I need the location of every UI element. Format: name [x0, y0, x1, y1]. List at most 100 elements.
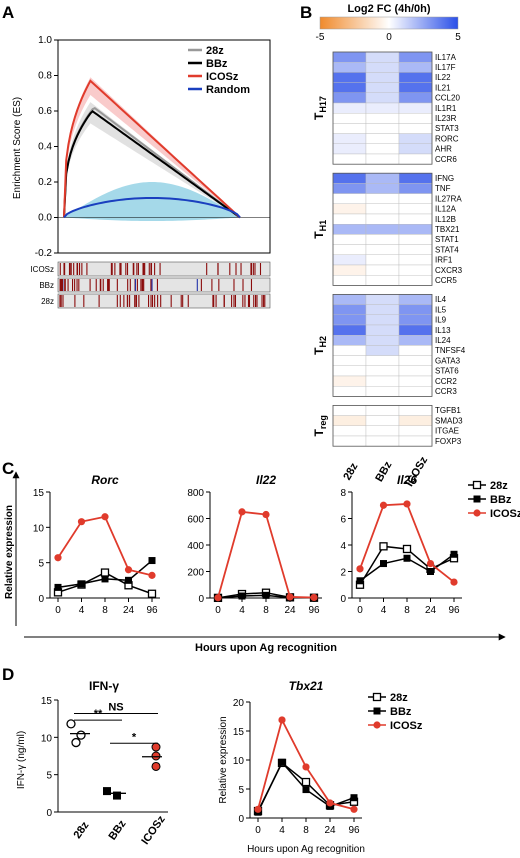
ytick-label: 5	[38, 559, 44, 570]
legend-marker-icosz	[373, 721, 381, 729]
heatmap-cell	[365, 375, 400, 387]
significance-label: **	[94, 708, 103, 720]
barcode-track	[57, 261, 271, 277]
gsea-ylabel: Enrichment Score (ES)	[12, 97, 23, 199]
point-icosz	[124, 566, 133, 574]
gene-label: TBX21	[435, 225, 460, 234]
gene-label: STAT1	[435, 235, 459, 244]
heatmap-cell	[332, 386, 367, 397]
ytick-label: 20	[233, 698, 245, 709]
heatmap-cell	[398, 425, 433, 437]
heatmap-cell	[398, 133, 433, 145]
heatmap-cell	[365, 345, 400, 356]
heatmap-cell	[332, 254, 367, 266]
point-28z	[402, 544, 412, 554]
tbx21-title: Tbx21	[289, 679, 324, 693]
gene-label: RORC	[435, 134, 459, 143]
gene-label: CCR6	[435, 155, 457, 164]
gsea-curve-bbz	[63, 110, 241, 219]
random-band	[64, 182, 240, 222]
ytick-label: 10	[33, 523, 45, 534]
barcode-label: BBz	[39, 281, 54, 290]
legend-marker-bbz	[373, 707, 381, 715]
point-icosz	[262, 510, 270, 519]
point-bbz	[113, 791, 121, 800]
heatmap-cell	[332, 335, 367, 346]
heatmap-cell	[398, 193, 433, 205]
heatmap-cell	[332, 435, 367, 447]
gene-label: STAT4	[435, 245, 459, 254]
group-label: Treg	[312, 415, 328, 436]
heatmap-cell	[365, 112, 400, 124]
heatmap-cell	[398, 143, 433, 155]
gene-label: IL12A	[435, 205, 457, 214]
point-28z	[100, 568, 110, 577]
gene-label: SMAD3	[435, 416, 463, 425]
heatmap-cell	[398, 375, 433, 387]
heatmap-cell	[332, 193, 367, 205]
point-icosz	[54, 554, 62, 562]
heatmap-cell	[365, 92, 400, 104]
heatmap-cell	[365, 386, 400, 397]
point-icosz	[101, 513, 109, 521]
legend-label: BBz	[206, 58, 228, 70]
ytick-label: 0	[198, 594, 204, 605]
point-icosz	[356, 565, 364, 573]
heatmap-cell	[365, 203, 400, 215]
xtick-label: 96	[146, 605, 158, 616]
ytick-label: 15	[33, 488, 45, 499]
heatmap-cell	[332, 234, 367, 245]
ytick-label: 800	[187, 488, 204, 499]
gene-label: IL22	[435, 73, 451, 82]
heatmap-cell	[365, 415, 400, 427]
heatmap-cell	[398, 92, 433, 104]
heatmap-cell	[332, 203, 367, 215]
group-label: ICOSz	[139, 813, 168, 847]
point-icosz	[278, 716, 286, 724]
point-28z	[379, 542, 388, 551]
heatmap-cell	[398, 415, 433, 427]
gsea-ytick-label: 0.4	[38, 142, 52, 153]
point-bbz	[125, 576, 132, 584]
gene-label: IL5	[435, 305, 447, 314]
heatmap-cell	[365, 405, 400, 416]
xtick-label: 24	[324, 825, 336, 836]
xtick-label: 8	[102, 605, 108, 616]
heatmap-cell	[365, 123, 400, 134]
barcode-track	[57, 277, 271, 293]
gene-label: IL27RA	[435, 194, 462, 203]
gsea-curve-random	[63, 196, 241, 219]
heatmap-cell	[332, 324, 367, 336]
chart-title: Il26	[397, 473, 417, 487]
heatmap-cell	[398, 244, 433, 256]
heatmap-cell	[398, 213, 433, 225]
legend-label: ICOSz	[390, 720, 423, 732]
heatmap-cell	[365, 172, 400, 184]
barcode-label: ICOSz	[30, 265, 54, 274]
point-bbz	[278, 758, 286, 766]
heatmap-cell	[398, 264, 433, 276]
point-28z	[71, 737, 81, 748]
heatmap-cell	[332, 275, 367, 286]
point-bbz	[103, 787, 111, 796]
gene-label: TGFB1	[435, 406, 461, 415]
xtick-label: 0	[255, 825, 261, 836]
heatmap-cell	[365, 435, 400, 447]
scale-tick-zero: 0	[386, 32, 392, 43]
legend-label: 28z	[206, 45, 224, 57]
point-icosz	[286, 593, 294, 601]
heatmap-cell	[332, 223, 367, 235]
panel-label-c: C	[2, 459, 14, 478]
point-bbz	[403, 554, 411, 562]
xtick-label: 0	[55, 605, 61, 616]
legend-label: 28z	[490, 480, 508, 492]
xtick-label: 24	[425, 605, 437, 616]
point-icosz	[302, 763, 310, 771]
point-icosz	[77, 518, 86, 526]
significance-label: *	[132, 731, 137, 743]
heatmap-cell	[332, 264, 367, 276]
heatmap-cell	[332, 123, 367, 134]
heatmap-group-frame	[332, 293, 433, 397]
series-line-icosz	[217, 510, 315, 599]
